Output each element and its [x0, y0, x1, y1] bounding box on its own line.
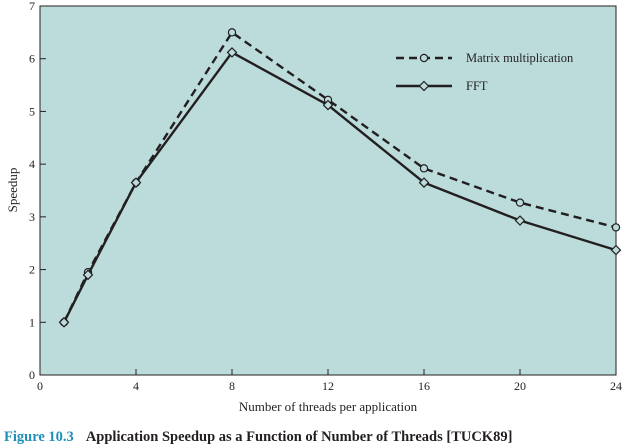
legend-label-fft: FFT [466, 79, 488, 93]
point-fft-2 [82, 269, 94, 281]
point-fft-8 [226, 47, 238, 58]
y-tick-label-0: 0 [29, 368, 35, 382]
x-tick-label-4: 4 [133, 379, 139, 393]
point-fft-16 [418, 177, 430, 188]
x-tick-label-20: 20 [514, 379, 526, 393]
point-fft-24 [610, 244, 622, 256]
legend-marker-matrix-multiplication [419, 53, 429, 63]
x-axis-title: Number of threads per application [239, 399, 418, 414]
caption-number: Figure 10.3 [4, 429, 74, 445]
x-tick-label-16: 16 [418, 379, 430, 393]
y-tick-labels: 0 1 2 3 4 5 6 7 [29, 0, 35, 382]
point-matrix-multiplication-8 [227, 28, 237, 37]
point-fft-1 [58, 316, 70, 328]
y-tick-label-6: 6 [29, 52, 35, 66]
point-matrix-multiplication-20 [515, 198, 525, 207]
y-tick-label-4: 4 [29, 157, 35, 171]
y-tick-label-3: 3 [29, 210, 35, 224]
y-tick-label-7: 7 [29, 0, 35, 13]
series-line-fft [62, 51, 617, 323]
x-tick-label-0: 0 [37, 379, 43, 393]
legend-marker-fft [418, 80, 430, 92]
x-tick-label-12: 12 [322, 379, 334, 393]
point-matrix-multiplication-24 [611, 223, 621, 232]
y-axis-title: Speedup [5, 168, 20, 213]
axis-ticks [39, 5, 617, 376]
point-matrix-multiplication-16 [419, 164, 429, 173]
figure-caption: Figure 10.3 Application Speedup as a Fun… [4, 428, 512, 445]
point-fft-4 [130, 177, 142, 188]
x-tick-label-8: 8 [229, 379, 235, 393]
legend: Matrix multiplication FFT [396, 51, 574, 93]
y-tick-label-1: 1 [29, 315, 35, 329]
series-layer [58, 28, 622, 328]
y-tick-label-2: 2 [29, 263, 35, 277]
point-fft-12 [322, 99, 334, 111]
x-tick-label-24: 24 [610, 379, 622, 393]
point-fft-20 [514, 215, 526, 226]
caption-text: Application Speedup as a Function of Num… [86, 429, 513, 445]
series-fft [58, 47, 622, 328]
y-tick-label-5: 5 [29, 104, 35, 118]
plot-area [39, 5, 617, 376]
x-tick-labels: 0 4 8 12 16 20 24 [37, 379, 622, 393]
legend-label-matrix-multiplication: Matrix multiplication [466, 51, 574, 65]
